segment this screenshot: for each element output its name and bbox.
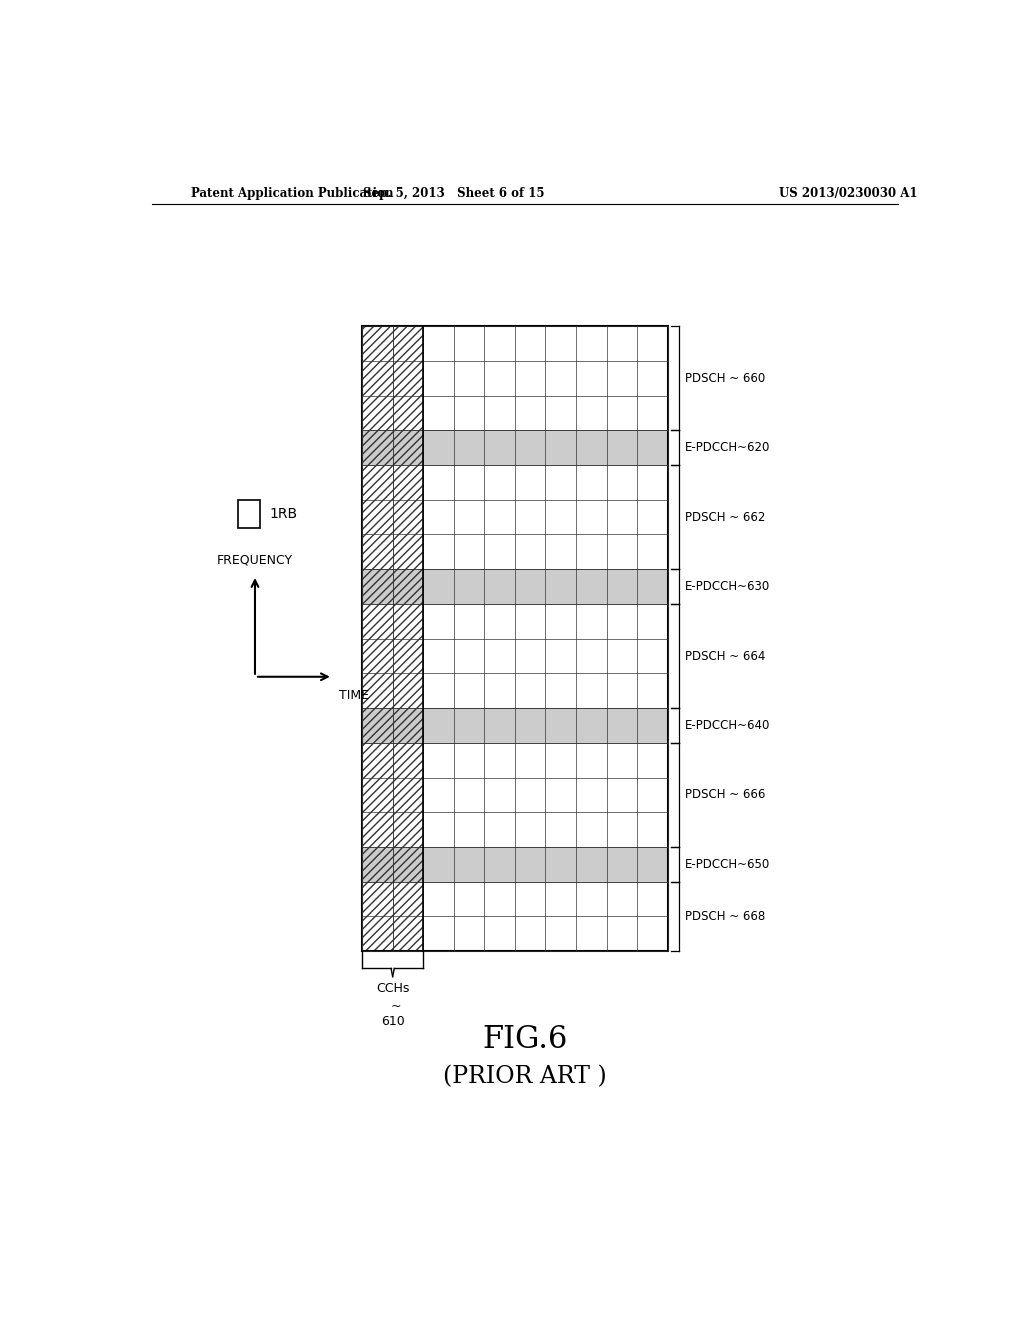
Bar — [362, 743, 423, 847]
Text: US 2013/0230030 A1: US 2013/0230030 A1 — [778, 187, 918, 199]
Text: TIME: TIME — [339, 689, 369, 702]
Text: PDSCH ~ 668: PDSCH ~ 668 — [685, 909, 765, 923]
Text: FIG.6: FIG.6 — [482, 1024, 567, 1056]
Bar — [362, 465, 668, 569]
Text: Sep. 5, 2013   Sheet 6 of 15: Sep. 5, 2013 Sheet 6 of 15 — [362, 187, 544, 199]
Bar — [362, 326, 423, 430]
Text: ~: ~ — [390, 1001, 401, 1012]
Text: Patent Application Publication: Patent Application Publication — [191, 187, 394, 199]
Text: E-PDCCH~640: E-PDCCH~640 — [685, 719, 770, 733]
Text: PDSCH ~ 660: PDSCH ~ 660 — [685, 372, 765, 384]
Bar — [362, 465, 423, 569]
Text: E-PDCCH~620: E-PDCCH~620 — [685, 441, 770, 454]
Text: E-PDCCH~650: E-PDCCH~650 — [685, 858, 770, 871]
Text: FREQUENCY: FREQUENCY — [217, 554, 293, 568]
Bar — [362, 326, 668, 952]
Bar — [362, 743, 668, 847]
Bar — [362, 605, 668, 708]
Bar — [362, 326, 668, 430]
Bar — [362, 605, 423, 708]
Bar — [362, 569, 423, 605]
Bar — [362, 847, 668, 882]
Text: (PRIOR ART ): (PRIOR ART ) — [443, 1065, 606, 1088]
Bar — [362, 882, 423, 952]
Text: 1RB: 1RB — [269, 507, 297, 521]
Text: PDSCH ~ 664: PDSCH ~ 664 — [685, 649, 766, 663]
Bar — [362, 708, 668, 743]
Bar — [238, 500, 260, 528]
Bar — [362, 569, 668, 605]
Text: CCHs: CCHs — [376, 982, 410, 995]
Bar — [362, 430, 668, 465]
Text: E-PDCCH~630: E-PDCCH~630 — [685, 579, 770, 593]
Bar — [362, 430, 423, 465]
Bar — [362, 882, 668, 952]
Bar — [362, 847, 423, 882]
Text: PDSCH ~ 666: PDSCH ~ 666 — [685, 788, 766, 801]
Text: 610: 610 — [381, 1015, 404, 1028]
Bar — [362, 708, 423, 743]
Text: PDSCH ~ 662: PDSCH ~ 662 — [685, 511, 766, 524]
